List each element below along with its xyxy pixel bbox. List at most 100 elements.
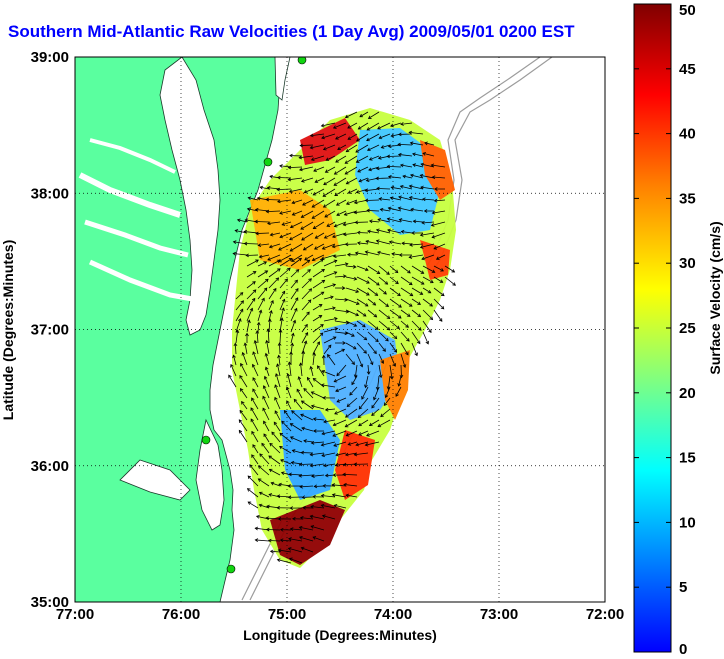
velocity-vector-head <box>288 557 293 562</box>
velocity-vector-head <box>324 214 328 218</box>
velocity-vector <box>344 155 358 164</box>
velocity-vector <box>290 258 302 267</box>
velocity-vector <box>389 276 399 284</box>
velocity-vector-head <box>434 187 438 191</box>
velocity-vector <box>321 504 336 509</box>
velocity-vectors <box>228 111 456 564</box>
velocity-vector-head <box>257 465 262 469</box>
velocity-vector <box>228 375 237 388</box>
velocity-vector <box>398 154 413 157</box>
velocity-vector-head <box>321 246 326 250</box>
velocity-vector-head <box>232 251 237 256</box>
velocity-vector-head <box>269 309 273 314</box>
velocity-vector <box>299 526 314 531</box>
velocity-vector <box>412 153 424 157</box>
velocity-vector-head <box>421 256 425 261</box>
velocity-vector <box>377 419 391 427</box>
velocity-vector <box>357 242 369 245</box>
velocity-vector <box>301 210 314 218</box>
velocity-vector <box>312 304 323 311</box>
velocity-vector-head <box>300 226 304 230</box>
velocity-vector <box>265 353 270 366</box>
velocity-vector-head <box>424 141 428 146</box>
velocity-vector-head <box>333 271 338 275</box>
velocity-vector <box>310 133 325 137</box>
velocity-vector-head <box>331 244 336 249</box>
velocity-vector <box>400 342 409 356</box>
velocity-vector <box>321 495 336 498</box>
velocity-vector <box>299 536 314 542</box>
velocity-vector <box>420 186 435 190</box>
colorbar-tick-label: 50 <box>679 2 696 19</box>
velocity-vector <box>444 276 456 286</box>
velocity-vector-head <box>388 240 393 245</box>
fast-region <box>250 190 340 270</box>
velocity-vector-head <box>342 462 347 467</box>
velocity-vector-head <box>347 190 352 194</box>
velocity-vector <box>356 287 370 296</box>
velocity-vector-head <box>320 256 325 261</box>
velocity-vector <box>335 133 347 140</box>
velocity-vector <box>336 364 347 376</box>
velocity-vector-head <box>251 297 256 302</box>
velocity-vector-head <box>291 200 296 205</box>
velocity-vector-head <box>433 246 438 250</box>
velocity-vector <box>377 219 391 223</box>
velocity-vector <box>300 221 314 230</box>
velocity-vector-head <box>252 444 256 448</box>
velocity-vector-head <box>396 325 400 330</box>
velocity-vector-head <box>333 223 338 228</box>
velocity-vector-head <box>375 166 380 171</box>
velocity-vector-head <box>258 309 263 314</box>
velocity-vector <box>289 558 303 564</box>
velocity-vector-head <box>322 193 327 197</box>
velocity-vector-head <box>266 186 271 190</box>
velocity-vector-head <box>321 514 326 519</box>
velocity-vector <box>299 166 314 171</box>
velocity-vector-head <box>268 455 272 459</box>
velocity-vector-head <box>240 300 244 304</box>
velocity-vector <box>409 185 424 190</box>
velocity-vector-head <box>367 115 372 119</box>
velocity-vector-head <box>318 304 323 308</box>
velocity-vector <box>301 351 304 366</box>
velocity-vector-head <box>347 252 351 257</box>
velocity-vector <box>244 231 259 234</box>
velocity-vector-head <box>289 423 294 427</box>
velocity-vector-head <box>320 493 325 498</box>
velocity-vector <box>348 441 358 446</box>
velocity-vector <box>323 144 336 150</box>
velocity-vector <box>346 144 358 153</box>
velocity-vector-head <box>300 450 305 455</box>
velocity-vector <box>301 269 311 278</box>
velocity-vector-head <box>265 197 269 202</box>
velocity-vector-head <box>439 279 444 283</box>
velocity-vector <box>420 243 435 248</box>
velocity-vector <box>411 342 418 356</box>
velocity-vector <box>358 177 369 182</box>
velocity-vector <box>266 529 281 531</box>
velocity-vector-head <box>359 363 364 368</box>
velocity-vector-head <box>269 174 273 179</box>
velocity-vector-head <box>292 516 296 521</box>
velocity-vector <box>252 388 259 399</box>
velocity-vector <box>433 298 445 310</box>
velocity-vector <box>323 177 336 186</box>
velocity-vector-head <box>408 195 413 200</box>
velocity-vector-head <box>298 525 303 530</box>
velocity-vector-head <box>344 423 349 428</box>
velocity-vector <box>323 336 337 344</box>
velocity-vector-head <box>402 174 406 179</box>
velocity-vector-head <box>345 414 349 418</box>
velocity-vector-head <box>334 317 338 321</box>
velocity-vector-head <box>303 387 307 392</box>
velocity-vector <box>312 352 315 366</box>
velocity-vector-head <box>411 231 415 235</box>
velocity-vector <box>274 384 281 399</box>
velocity-vector <box>267 221 281 224</box>
velocity-vector <box>433 276 443 283</box>
y-tick-label: 35:00 <box>31 594 69 611</box>
velocity-vector <box>271 431 281 443</box>
velocity-vector-head <box>409 242 413 247</box>
velocity-vector <box>290 297 299 311</box>
